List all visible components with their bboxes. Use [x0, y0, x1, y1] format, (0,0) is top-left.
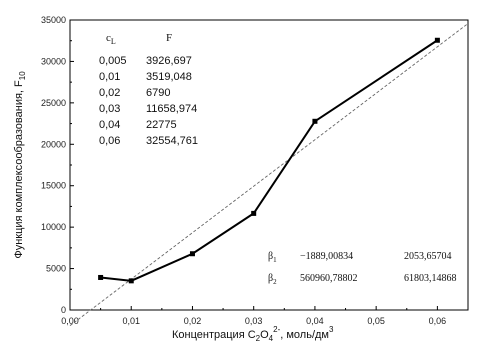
- x-tick-label: 0,05: [367, 316, 385, 326]
- table-header-c: cL: [106, 32, 116, 46]
- table-cell-c: 0,06: [99, 135, 120, 147]
- fit-line-group: [69, 23, 469, 327]
- table-cell-c: 0,02: [99, 87, 120, 99]
- x-axis-title-c: , моль/дм: [280, 329, 329, 341]
- beta2-value: 560960,78802: [300, 273, 358, 284]
- data-point: [98, 274, 104, 280]
- x-axis-title-sup3: 3: [329, 325, 334, 334]
- table-cell-f: 22775: [146, 119, 177, 131]
- beta2-error: 61803,14868: [404, 273, 457, 284]
- y-axis-title-main: Функция комплексообразования, F: [13, 80, 25, 259]
- table-cell-c: 0,03: [99, 103, 120, 115]
- x-tick-label: 0,04: [306, 316, 324, 326]
- data-point: [128, 278, 134, 284]
- y-tick-label: 30000: [41, 56, 66, 66]
- beta1-value: −1889,00834: [300, 251, 353, 262]
- y-tick-label: 20000: [41, 139, 66, 149]
- y-axis-ticks: 0 5000 10000 15000 20000 25000 30000 35000: [41, 15, 74, 315]
- table-cell-c: 0,01: [99, 71, 120, 83]
- y-tick-label: 5000: [46, 264, 66, 274]
- x-axis-ticks: 0,00 0,01 0,02 0,03 0,04 0,05 0,06: [61, 306, 446, 326]
- table-header-f: F: [166, 32, 172, 44]
- y-tick-label: 10000: [41, 222, 66, 232]
- series-line: [100, 39, 438, 282]
- x-axis-title-sup: 2-: [273, 325, 280, 334]
- table-cell-c: 0,005: [99, 55, 127, 67]
- beta2-label: β2: [268, 273, 277, 286]
- beta1-label: β1: [268, 251, 277, 264]
- x-tick-label: 0,02: [184, 316, 202, 326]
- x-axis-title-a: Концентрация C: [172, 329, 256, 341]
- y-tick-label: 0: [61, 305, 66, 315]
- y-axis-title: Функция комплексообразования, F10: [13, 71, 27, 259]
- table-cell-f: 6790: [146, 87, 170, 99]
- data-point: [189, 251, 195, 257]
- x-tick-label: 0,00: [61, 316, 79, 326]
- x-axis-title-sub1: 2: [256, 334, 261, 343]
- table-header-c-sub: L: [111, 37, 116, 46]
- y-tick-label: 35000: [41, 15, 66, 25]
- fit-line: [69, 23, 469, 327]
- table-cell-f: 3519,048: [146, 71, 192, 83]
- y-tick-label: 25000: [41, 98, 66, 108]
- series-group: [98, 37, 440, 284]
- table-cell-c: 0,04: [99, 119, 120, 131]
- plot-frame: [69, 19, 469, 311]
- beta1-error: 2053,65704: [404, 251, 452, 262]
- data-point: [251, 210, 257, 216]
- table-cell-f: 32554,761: [146, 135, 198, 147]
- x-tick-label: 0,01: [122, 316, 140, 326]
- table-rows: 0,005 3926,697 0,01 3519,048 0,02 6790 0,03 116…: [99, 55, 198, 147]
- beta-block: β1 −1889,00834 2053,65704 β2 560960,7880…: [268, 251, 457, 286]
- x-axis-title-sub2: 4: [269, 334, 274, 343]
- x-axis-title-b: O: [260, 329, 269, 341]
- x-tick-label: 0,03: [245, 316, 263, 326]
- y-tick-label: 15000: [41, 181, 66, 191]
- data-point: [434, 37, 440, 43]
- table-cell-f: 3926,697: [146, 55, 192, 67]
- table-cell-f: 11658,974: [146, 103, 197, 115]
- x-tick-label: 0,06: [429, 316, 447, 326]
- y-axis-title-sub: 10: [18, 71, 27, 80]
- x-axis-title: Концентрация C2O42-, моль/дм3: [172, 325, 334, 343]
- data-point: [312, 118, 318, 124]
